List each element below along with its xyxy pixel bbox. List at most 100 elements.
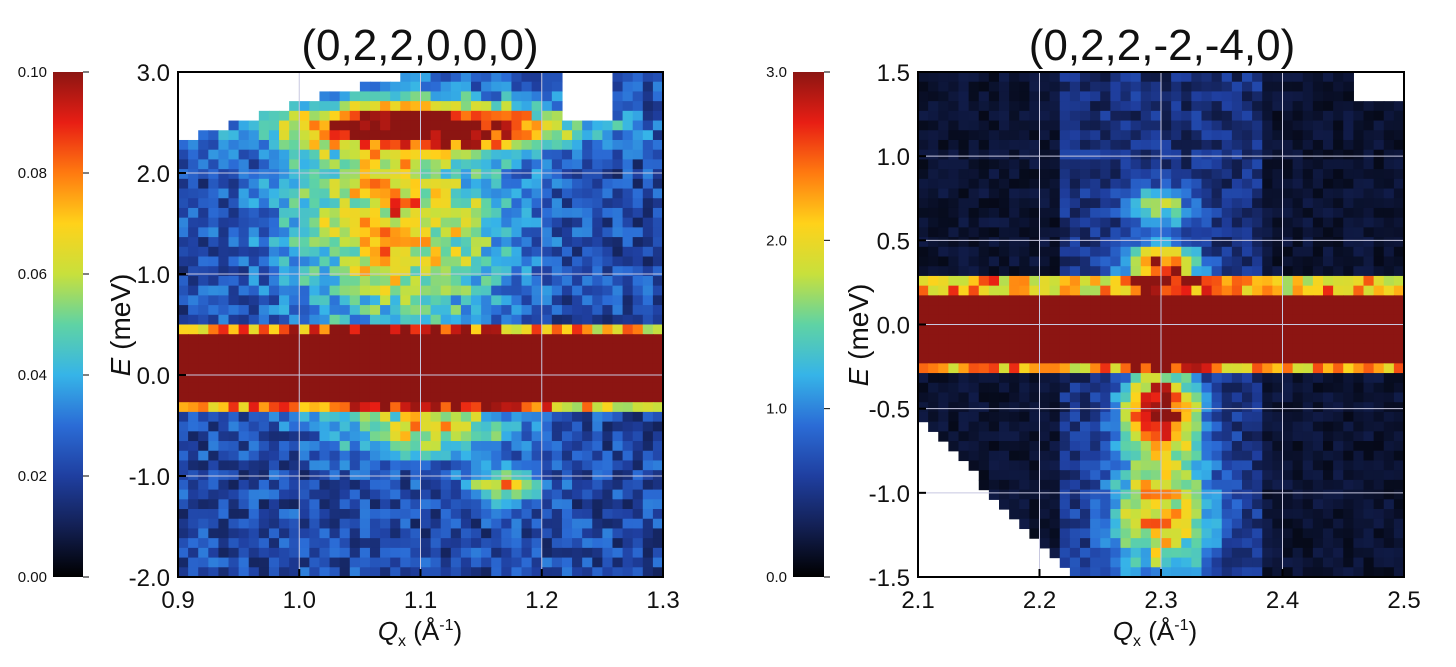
heatmap-cell [1059,343,1071,355]
heatmap-cell [359,441,371,452]
heatmap-cell [968,227,980,238]
heatmap-cell [1272,314,1284,326]
heatmap-cell [582,266,593,277]
heatmap-cell [430,460,442,471]
heatmap-cell [359,285,371,296]
heatmap-cell [390,450,401,462]
heatmap-cell [1252,91,1263,102]
heatmap-cell [208,402,220,413]
heatmap-cell [582,275,593,287]
heatmap-cell [1150,169,1162,180]
heatmap-cell [450,538,462,549]
heatmap-cell [572,538,583,549]
heatmap-cell [652,363,663,374]
heatmap-cell [1231,431,1243,442]
heatmap-cell [968,382,980,394]
heatmap-cell [1252,373,1263,384]
heatmap-cell [380,324,391,335]
heatmap-cell [299,256,310,267]
heatmap-cell [612,518,624,530]
heatmap-cell [309,101,321,112]
heatmap-cell [279,207,290,219]
heatmap-cell [1211,207,1223,219]
heatmap-cell [1059,402,1071,413]
heatmap-cell [309,334,321,345]
heatmap-cell [1080,557,1091,568]
heatmap-cell [938,81,949,93]
heatmap-cell [511,450,523,462]
heatmap-cell [349,547,361,559]
heatmap-cell [1100,509,1111,520]
heatmap-cell [1039,470,1051,481]
heatmap-cell [501,207,513,219]
heatmap-cell [968,207,980,219]
heatmap-cell [359,101,371,112]
heatmap-cell [1231,130,1243,141]
heatmap-cell [1312,528,1324,539]
heatmap-cell [1262,538,1273,549]
heatmap-cell [652,217,663,228]
heatmap-cell [531,509,543,520]
heatmap-cell [339,149,351,160]
heatmap-cell [299,382,310,394]
heatmap-cell [1221,275,1233,287]
heatmap-cell [1110,411,1122,423]
heatmap-cell [501,81,513,93]
heatmap-cell [1181,237,1192,248]
heatmap-cell [420,188,432,199]
heatmap-cell [1353,509,1365,520]
heatmap-cell [652,450,663,462]
heatmap-cell [430,314,442,326]
heatmap-cell [1201,139,1213,151]
heatmap-cell [410,518,422,530]
heatmap-cell [1059,518,1071,530]
heatmap-cell [1312,373,1324,384]
heatmap-cell [592,130,603,141]
heatmap-cell [561,139,573,151]
heatmap-cell [178,382,189,394]
heatmap-cell [1161,256,1172,267]
heatmap-cell [430,567,442,577]
heatmap-cell [978,139,990,151]
heatmap-cell [258,149,270,160]
heatmap-cell [1333,324,1344,335]
heatmap-cell [420,120,432,131]
heatmap-cell [188,450,199,462]
x-tick-label: 1.1 [404,587,437,614]
heatmap-cell [622,91,634,102]
heatmap-cell [1130,567,1142,577]
heatmap-cell [481,207,492,219]
heatmap-cell [1312,547,1324,559]
heatmap-cell [1302,402,1314,413]
heatmap-cell [1029,207,1041,219]
heatmap-cell [1181,149,1192,160]
heatmap-cell [1292,557,1304,568]
heatmap-cell [390,518,401,530]
heatmap-cell [248,227,260,238]
x-axis-label-right: Qx (Å-1) [1113,616,1197,650]
heatmap-cell [359,363,371,374]
heatmap-cell [268,441,280,452]
heatmap-cell [501,256,513,267]
heatmap-cell [440,411,452,423]
heatmap-cell [1292,139,1304,151]
heatmap-cell [1282,81,1294,93]
heatmap-cell [1039,207,1051,219]
heatmap-cell [471,411,482,423]
heatmap-cell [1363,567,1375,577]
y-tick-label: -1.0 [869,481,910,508]
heatmap-cell [1069,91,1081,102]
heatmap-cell [450,343,462,355]
heatmap-cell [521,149,533,160]
heatmap-cell [400,392,411,403]
heatmap-cell [1363,353,1375,364]
heatmap-cell [652,353,663,364]
heatmap-cell [228,431,240,442]
heatmap-cell [1343,509,1354,520]
heatmap-cell [612,441,624,452]
heatmap-cell [1383,402,1395,413]
heatmap-cell [602,285,614,296]
heatmap-cell [1242,314,1253,326]
heatmap-cell [561,295,573,306]
heatmap-cell [1150,149,1162,160]
